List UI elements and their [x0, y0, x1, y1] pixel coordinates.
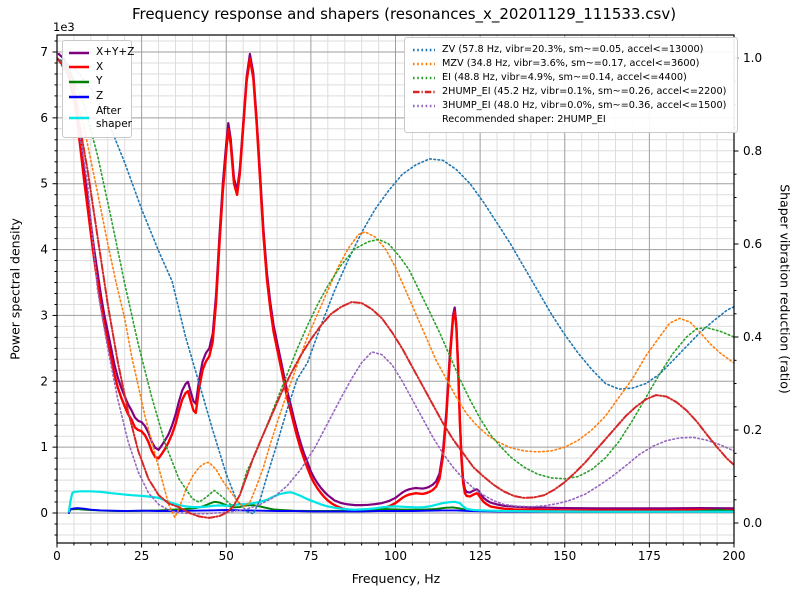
legend-item-label: ZV (57.8 Hz, vibr=20.3%, sm~=0.05, accel… — [442, 43, 704, 55]
y-right-tick-label: 1.0 — [743, 51, 762, 65]
series-x-curve — [57, 57, 734, 512]
series-hump2_ei-curve — [57, 57, 734, 519]
x-tick-label: 25 — [134, 549, 149, 563]
x-tick-label: 175 — [638, 549, 661, 563]
legend-measurements: X+Y+Z X Y Z After shaper — [62, 40, 134, 138]
legend-item-2: EI (48.8 Hz, vibr=4.9%, sm~=0.14, accel<… — [412, 72, 730, 85]
legend-item-3: 2HUMP_EI (45.2 Hz, vibr=0.1%, sm~=0.26, … — [412, 86, 730, 99]
y-right-tick-label: 0.8 — [743, 144, 762, 158]
x-tick-label: 200 — [723, 549, 746, 563]
legend-line-swatch — [69, 51, 89, 55]
y-axis-multiplier-label: 1e3 — [53, 20, 75, 34]
y-right-tick-label: 0.4 — [743, 330, 762, 344]
legend-item-label: X+Y+Z — [96, 46, 135, 58]
y-left-tick-label: 5 — [40, 177, 48, 191]
legend-item-label: 2HUMP_EI (45.2 Hz, vibr=0.1%, sm~=0.26, … — [442, 85, 727, 97]
legend-line-swatch — [413, 48, 435, 51]
legend-line-swatch — [413, 90, 435, 94]
legend-item-4: 3HUMP_EI (48.0 Hz, vibr=0.0%, sm~=0.36, … — [412, 100, 730, 113]
x-tick-label: 75 — [303, 549, 318, 563]
legend-item-label: Z — [96, 89, 104, 102]
legend-item-1: X — [68, 61, 126, 75]
x-tick-label: 50 — [219, 549, 234, 563]
x-axis-label: Frequency, Hz — [351, 571, 441, 586]
x-tick-label: 150 — [553, 549, 576, 563]
series-hump3_ei-curve — [57, 57, 734, 515]
y-axis-left-label: Power spectral density — [7, 218, 23, 360]
x-tick-label: 0 — [53, 549, 61, 563]
y-right-tick-label: 0.2 — [743, 423, 762, 437]
legend-item-label: EI (48.8 Hz, vibr=4.9%, sm~=0.14, accel<… — [442, 71, 687, 83]
tick-labels: 0 25 50 75 100 125 150 175 200 0 1 2 3 4 5 6 7 0.0 0.2 0.4 0… — [40, 45, 762, 563]
legend-item-1: MZV (34.8 Hz, vibr=3.6%, sm~=0.17, accel… — [412, 58, 730, 71]
y-left-tick-label: 4 — [40, 243, 48, 257]
legend-line-swatch — [413, 105, 435, 108]
legend-item-label: Y — [96, 75, 103, 88]
series-ei-curve — [57, 57, 734, 508]
x-tick-label: 125 — [469, 549, 492, 563]
legend-shapers: ZV (57.8 Hz, vibr=20.3%, sm~=0.05, accel… — [404, 37, 738, 134]
legend-item-label: Recommended shaper: 2HUMP_EI — [442, 114, 606, 126]
x-tick-label: 100 — [384, 549, 407, 563]
legend-item-3: Z — [68, 90, 126, 104]
legend-item-label: X — [96, 60, 104, 73]
axis-ticks — [52, 40, 739, 548]
series-after_shaper-curve — [67, 490, 734, 513]
legend-item-0: X+Y+Z — [68, 46, 134, 60]
y-left-tick-label: 2 — [40, 374, 48, 388]
y-left-tick-label: 1 — [40, 440, 48, 454]
series-zv-curve — [57, 57, 734, 515]
y-left-tick-label: 0 — [40, 506, 48, 520]
legend-spacer — [412, 117, 436, 123]
legend-item-label: MZV (34.8 Hz, vibr=3.6%, sm~=0.17, accel… — [442, 57, 700, 69]
y-right-tick-label: 0.0 — [743, 516, 762, 530]
y-axis-right-label: Shaper vibration reduction (ratio) — [777, 184, 793, 394]
series-mzv-curve — [57, 57, 734, 519]
legend-item-4: After shaper — [68, 105, 132, 132]
chart-title: Frequency response and shapers (resonanc… — [131, 5, 677, 23]
y-left-tick-label: 6 — [40, 111, 48, 125]
legend-line-swatch — [69, 117, 89, 120]
legend-item-label: After shaper — [96, 104, 133, 131]
y-left-tick-label: 3 — [40, 308, 48, 322]
legend-line-swatch — [69, 95, 89, 98]
legend-item-5: Recommended shaper: 2HUMP_EI — [412, 114, 730, 127]
legend-item-2: Y — [68, 75, 126, 89]
y-left-tick-label: 7 — [40, 45, 48, 59]
legend-line-swatch — [413, 62, 435, 66]
legend-line-swatch — [413, 76, 435, 80]
legend-line-swatch — [69, 66, 89, 69]
y-right-tick-label: 0.6 — [743, 237, 762, 251]
legend-item-label: 3HUMP_EI (48.0 Hz, vibr=0.0%, sm~=0.36, … — [442, 99, 727, 111]
legend-item-0: ZV (57.8 Hz, vibr=20.3%, sm~=0.05, accel… — [412, 44, 730, 57]
legend-line-swatch — [69, 80, 89, 84]
